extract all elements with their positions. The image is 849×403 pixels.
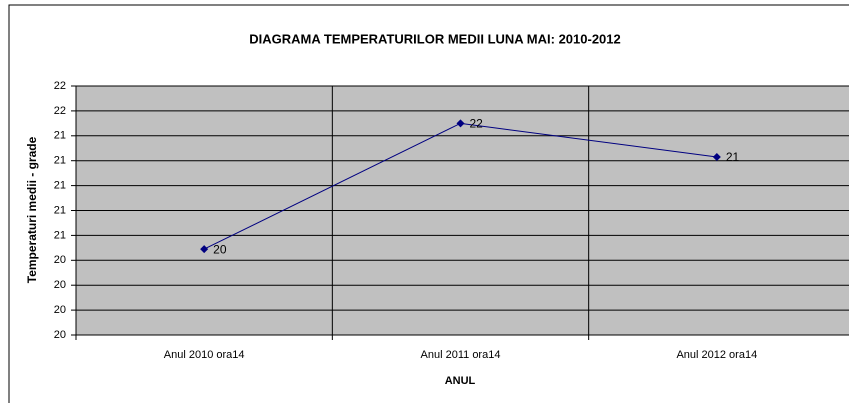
data-label: 22 <box>470 117 484 131</box>
y-tick-label: 20 <box>54 254 66 266</box>
y-tick-label: 21 <box>54 130 66 142</box>
marker <box>456 119 465 128</box>
marker <box>200 245 209 254</box>
y-tick-label: 22 <box>54 105 66 117</box>
x-axis-label: ANUL <box>445 375 476 387</box>
x-tick-label: Anul 2010 ora14 <box>164 349 245 361</box>
y-tick-label: 20 <box>54 329 66 341</box>
y-tick-label: 22 <box>54 80 66 92</box>
x-tick-label: Anul 2011 ora14 <box>421 349 501 361</box>
y-tick-label: 21 <box>54 180 66 192</box>
data-label: 21 <box>726 150 740 164</box>
y-tick-label: 20 <box>54 279 66 291</box>
y-tick-label: 21 <box>54 204 66 216</box>
data-label: 20 <box>213 242 227 256</box>
y-tick-label: 21 <box>54 155 66 167</box>
x-tick-label: Anul 2012 ora14 <box>676 349 757 361</box>
y-axis-label: Temperaturi medii - grade <box>25 136 39 283</box>
y-tick-label: 21 <box>54 229 66 241</box>
y-tick-label: 20 <box>54 304 66 316</box>
chart-title: DIAGRAMA TEMPERATURILOR MEDII LUNA MAI: … <box>249 31 621 46</box>
marker <box>712 152 721 161</box>
